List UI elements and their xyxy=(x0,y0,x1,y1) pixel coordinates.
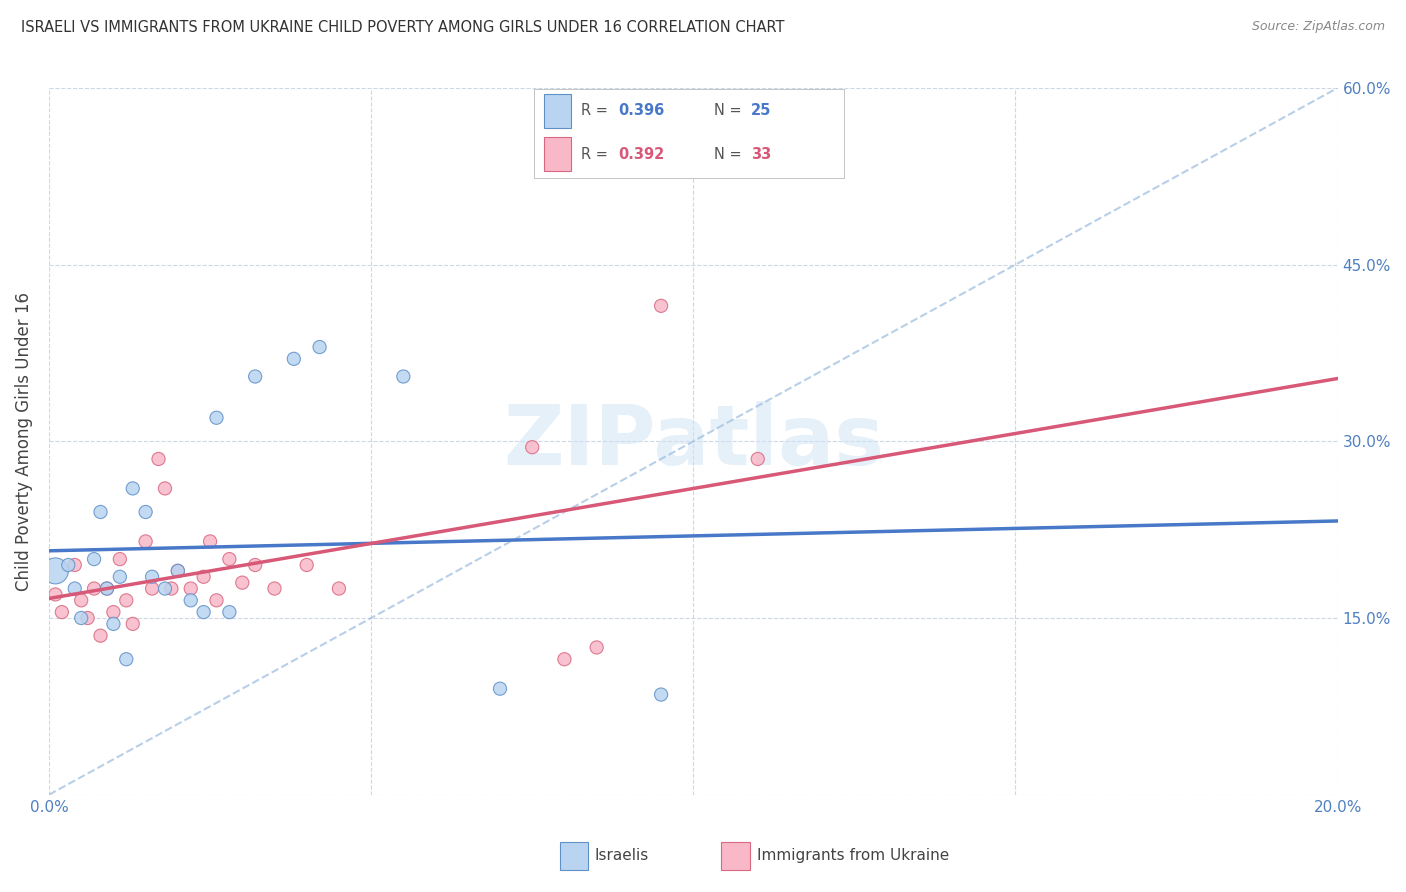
Point xyxy=(747,452,769,467)
Point xyxy=(585,640,607,655)
Point xyxy=(148,452,170,467)
Point xyxy=(96,582,118,596)
Point xyxy=(650,688,672,702)
Point xyxy=(135,505,157,519)
Point xyxy=(160,582,183,596)
Point xyxy=(243,369,266,384)
Point xyxy=(218,605,240,619)
Point xyxy=(153,582,176,596)
Point xyxy=(205,593,228,607)
Point xyxy=(308,340,330,354)
Point xyxy=(103,616,125,631)
Point xyxy=(51,605,73,619)
Point xyxy=(243,558,266,572)
Point xyxy=(193,605,215,619)
Text: ISRAELI VS IMMIGRANTS FROM UKRAINE CHILD POVERTY AMONG GIRLS UNDER 16 CORRELATIO: ISRAELI VS IMMIGRANTS FROM UKRAINE CHILD… xyxy=(21,20,785,35)
Text: Source: ZipAtlas.com: Source: ZipAtlas.com xyxy=(1251,20,1385,33)
Point xyxy=(115,593,138,607)
Point xyxy=(153,482,176,496)
Point xyxy=(108,552,131,566)
Point xyxy=(44,587,66,601)
Point xyxy=(121,482,143,496)
Point xyxy=(83,582,105,596)
Point xyxy=(166,564,188,578)
Point xyxy=(121,616,143,631)
Point xyxy=(198,534,221,549)
Point xyxy=(193,570,215,584)
Point xyxy=(295,558,318,572)
Point xyxy=(489,681,512,696)
Point xyxy=(231,575,253,590)
Point xyxy=(70,611,93,625)
Point xyxy=(83,552,105,566)
Point xyxy=(392,369,415,384)
Text: N =: N = xyxy=(714,147,747,161)
Point xyxy=(283,351,305,366)
Point xyxy=(108,570,131,584)
Point xyxy=(180,582,202,596)
Text: 33: 33 xyxy=(751,147,770,161)
Point xyxy=(89,505,111,519)
Point xyxy=(650,299,672,313)
Text: N =: N = xyxy=(714,103,747,118)
Bar xyxy=(544,94,571,128)
Y-axis label: Child Poverty Among Girls Under 16: Child Poverty Among Girls Under 16 xyxy=(15,292,32,591)
Point xyxy=(115,652,138,666)
Point xyxy=(141,570,163,584)
Point xyxy=(63,582,86,596)
Text: Israelis: Israelis xyxy=(595,848,650,863)
Point xyxy=(70,593,93,607)
Point xyxy=(76,611,98,625)
Point xyxy=(44,564,66,578)
Text: ZIPatlas: ZIPatlas xyxy=(503,401,884,482)
Point xyxy=(166,564,188,578)
Point xyxy=(63,558,86,572)
Point xyxy=(103,605,125,619)
Point xyxy=(135,534,157,549)
Bar xyxy=(544,137,571,171)
Text: 0.392: 0.392 xyxy=(617,147,664,161)
Text: Immigrants from Ukraine: Immigrants from Ukraine xyxy=(756,848,949,863)
Point xyxy=(205,410,228,425)
Point xyxy=(141,582,163,596)
Point xyxy=(180,593,202,607)
Point xyxy=(263,582,285,596)
Point xyxy=(328,582,350,596)
Text: 25: 25 xyxy=(751,103,770,118)
Text: 0.396: 0.396 xyxy=(617,103,664,118)
Point xyxy=(96,582,118,596)
Point xyxy=(522,440,544,454)
Point xyxy=(58,558,80,572)
Text: R =: R = xyxy=(581,103,612,118)
Text: R =: R = xyxy=(581,147,612,161)
Point xyxy=(553,652,575,666)
Point xyxy=(218,552,240,566)
Point xyxy=(89,629,111,643)
